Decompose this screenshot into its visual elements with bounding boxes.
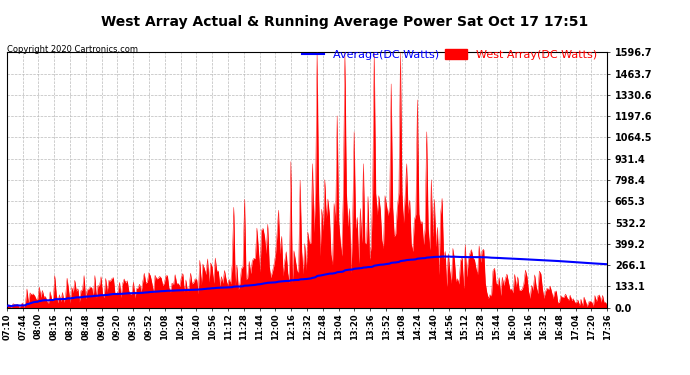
Text: Copyright 2020 Cartronics.com: Copyright 2020 Cartronics.com bbox=[7, 45, 138, 54]
Legend: Average(DC Watts), West Array(DC Watts): Average(DC Watts), West Array(DC Watts) bbox=[297, 45, 602, 64]
Text: West Array Actual & Running Average Power Sat Oct 17 17:51: West Array Actual & Running Average Powe… bbox=[101, 15, 589, 29]
